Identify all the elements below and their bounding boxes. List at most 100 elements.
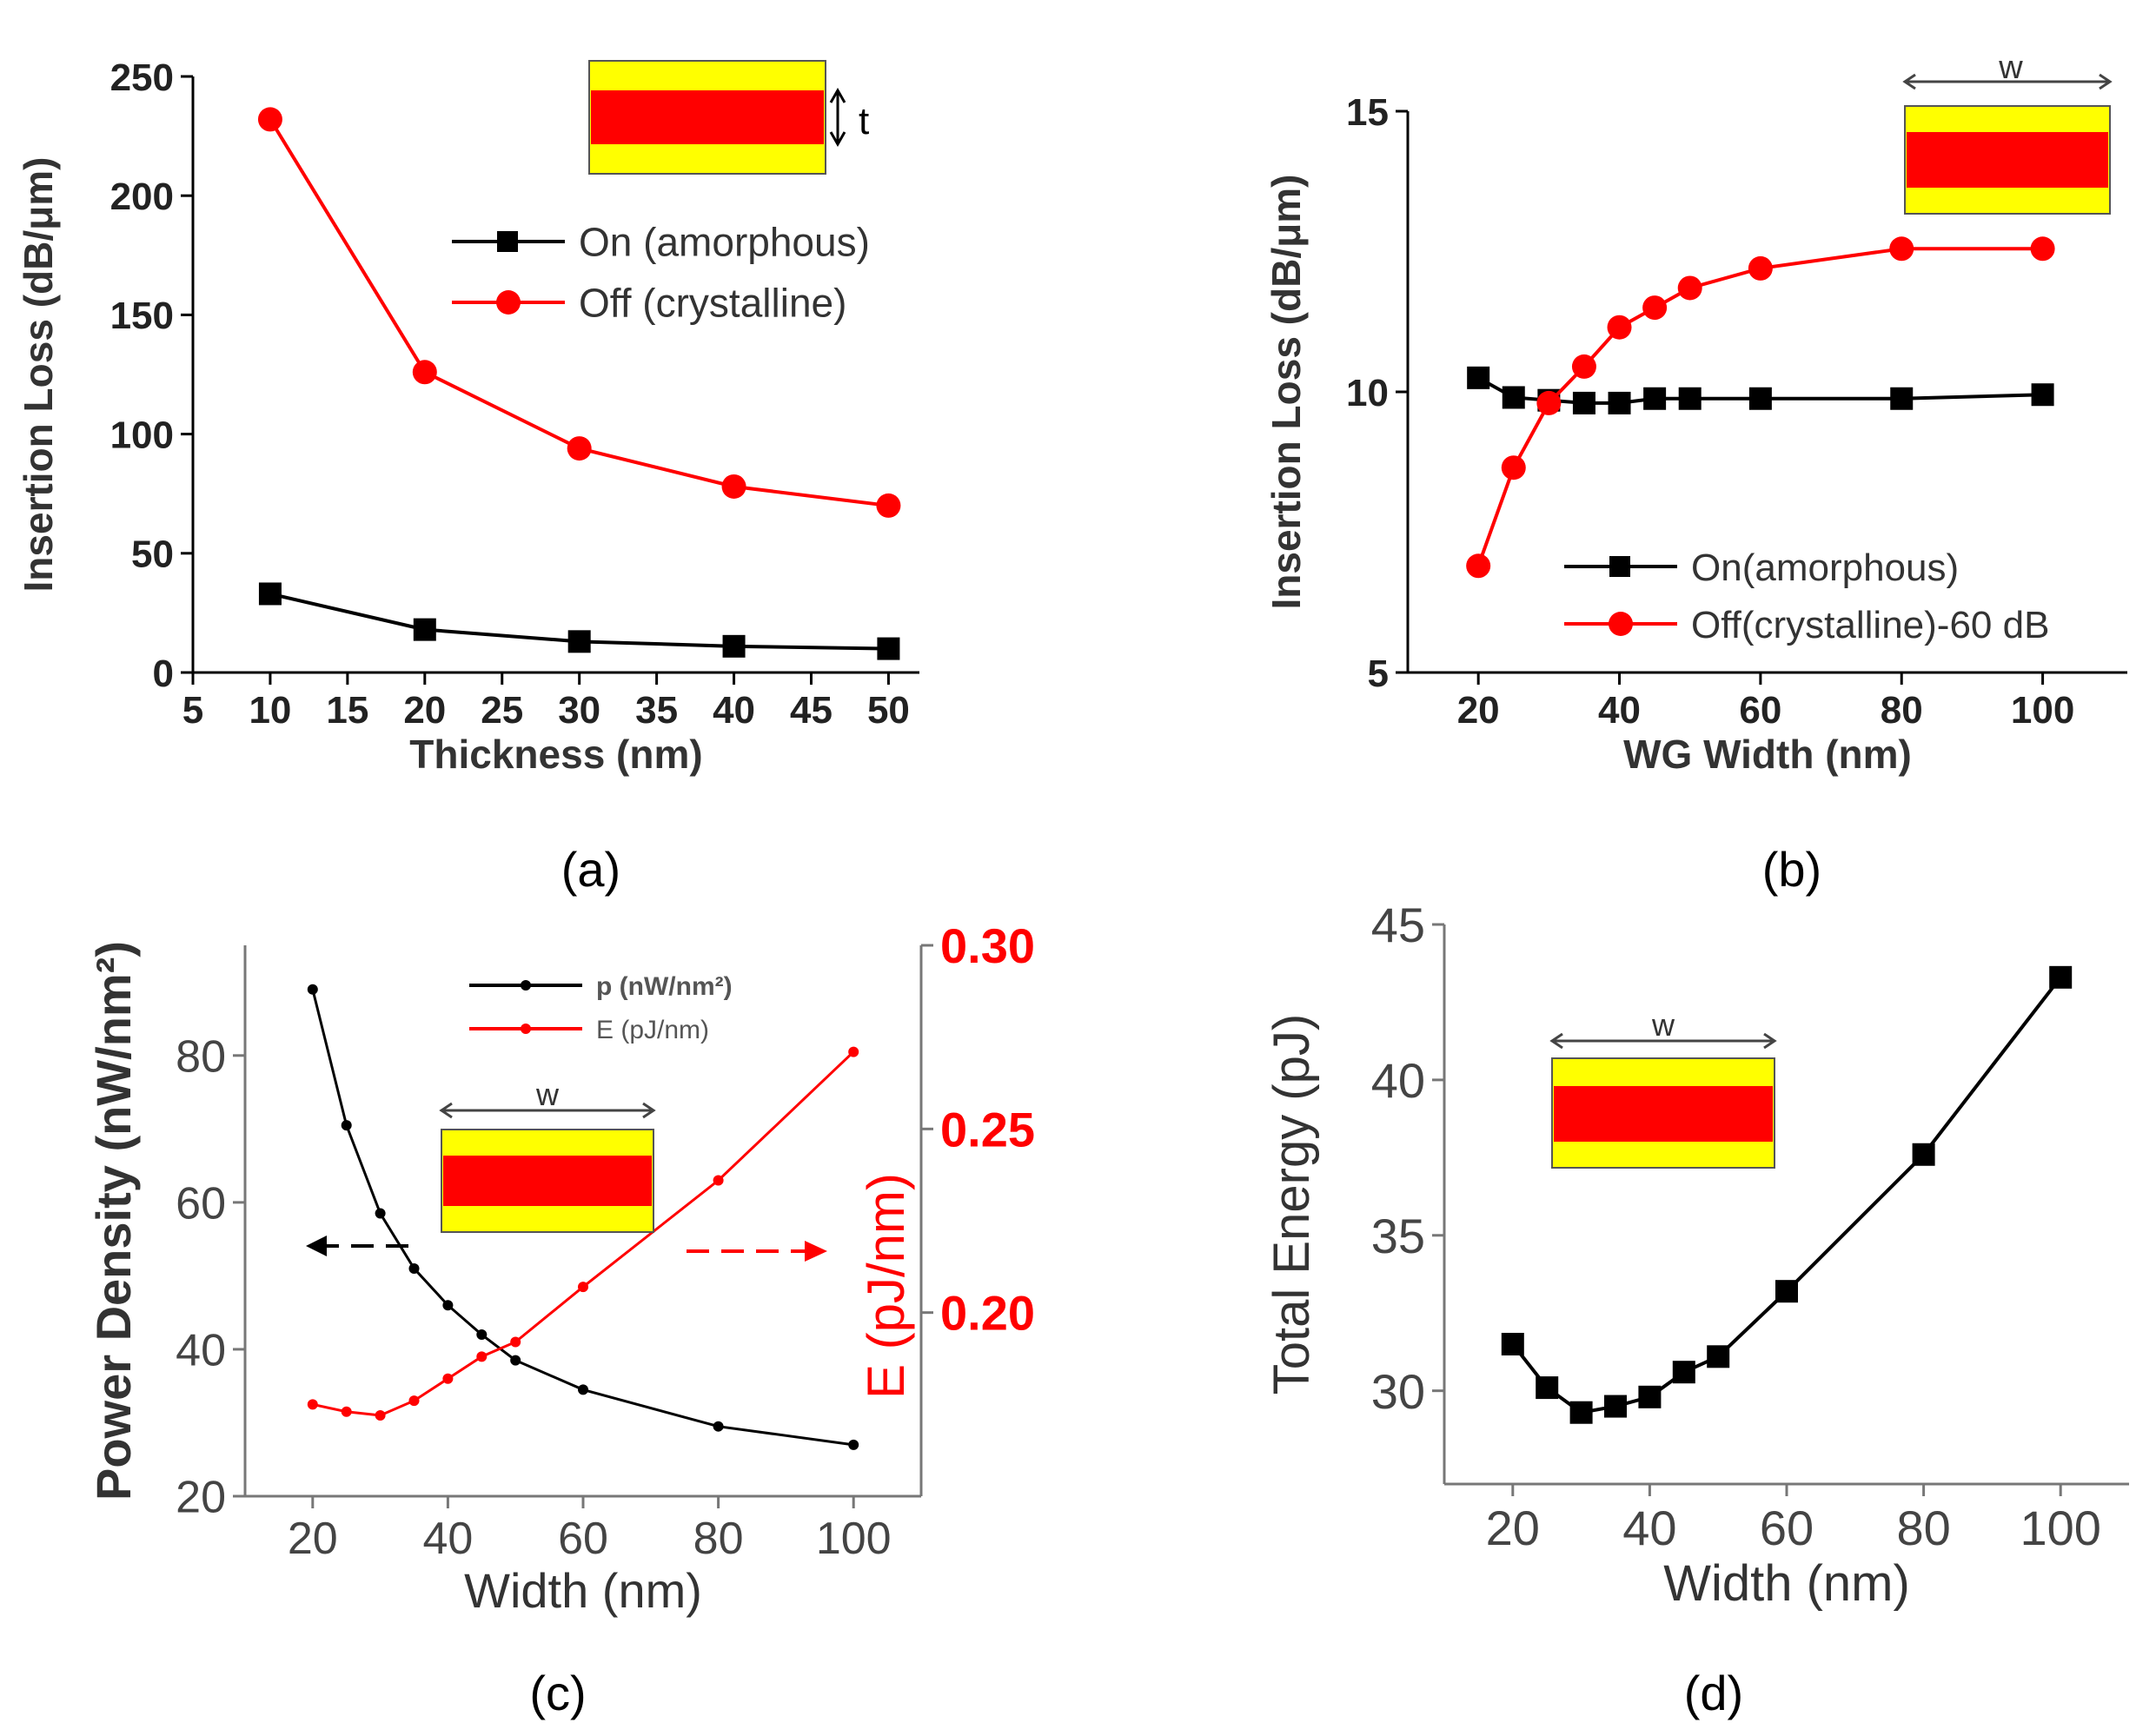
x-tick-label: 60	[1760, 1501, 1814, 1555]
y-tick-label: 0	[153, 653, 174, 695]
y-tick-label: 20	[176, 1473, 226, 1523]
y-tick-label: 35	[1371, 1209, 1425, 1263]
x-tick-label: 60	[1739, 689, 1781, 732]
x-tick-label: 80	[1896, 1501, 1950, 1555]
y-tick-label: 40	[176, 1326, 226, 1376]
series-line-1	[312, 1050, 855, 1417]
x-tick-label: 40	[1622, 1501, 1676, 1555]
y-tick-label: 100	[110, 414, 174, 456]
data-point	[876, 493, 901, 518]
panel-b-inset: w	[1902, 50, 2113, 215]
data-point	[510, 1355, 521, 1366]
data-point	[408, 1262, 420, 1274]
panel-b-y-label: Insertion Loss (dB/μm)	[1264, 175, 1309, 610]
data-point	[567, 436, 592, 461]
data-point	[258, 582, 282, 606]
legend-marker	[1609, 556, 1630, 577]
data-point	[721, 474, 746, 499]
legend-label: Off(crystalline)-60 dB	[1691, 604, 2049, 646]
x-tick-label: 30	[558, 689, 600, 732]
panel-b-legend: On(amorphous) Off(crystalline)-60 dB	[1564, 547, 2049, 646]
data-point	[1572, 391, 1595, 414]
x-tick-label: 40	[422, 1514, 473, 1564]
data-point	[1501, 1333, 1524, 1355]
series-line-0	[1477, 376, 2043, 405]
y-tick-label: 5	[1368, 653, 1389, 695]
data-point	[848, 1046, 859, 1057]
x-tick-label: 40	[713, 689, 755, 732]
x-tick-label: 100	[816, 1514, 892, 1564]
panel-c-label: (c)	[529, 1666, 586, 1720]
x-tick-label: 35	[635, 689, 678, 732]
panel-c-y-label: Power Density (nW/nm²)	[86, 941, 141, 1501]
data-point	[848, 1439, 859, 1450]
x-tick-label: 15	[326, 689, 368, 732]
data-point	[1466, 553, 1491, 579]
data-point	[567, 630, 591, 653]
series-line-0	[311, 989, 854, 1447]
x-tick-label: 45	[790, 689, 833, 732]
y-tick-label: 250	[110, 56, 174, 99]
panel-d-inset: w	[1549, 1007, 1777, 1169]
y2-tick-label: 0.30	[940, 918, 1035, 973]
data-point	[1571, 354, 1596, 379]
legend-marker	[521, 980, 531, 991]
data-point	[1604, 1395, 1627, 1418]
x-tick-label: 20	[288, 1514, 338, 1564]
data-point	[1467, 366, 1490, 389]
data-point	[578, 1282, 588, 1293]
y-tick-label: 150	[110, 295, 174, 337]
legend-marker	[1609, 612, 1633, 636]
x-tick-label: 80	[693, 1514, 744, 1564]
y2-tick-label: 0.25	[940, 1102, 1035, 1156]
data-point	[1707, 1345, 1730, 1368]
data-point	[2049, 965, 2073, 989]
panel-a-label: (a)	[561, 842, 620, 897]
data-point	[1569, 1401, 1593, 1424]
y-tick-label: 50	[131, 533, 174, 576]
series-line-0	[1511, 976, 2062, 1415]
data-point	[1608, 391, 1631, 414]
legend-marker	[497, 231, 518, 252]
panel-c-inset-label: w	[535, 1077, 560, 1112]
x-tick-label: 60	[558, 1514, 608, 1564]
panel-a: 5 10 15 20 25 30 35 40 45 50 0 50 100 150 200 250 Thickn…	[16, 56, 919, 897]
data-point	[412, 360, 437, 385]
x-tick-label: 50	[867, 689, 910, 732]
y-tick-label: 10	[1346, 372, 1389, 414]
data-point	[1677, 275, 1702, 301]
data-point	[307, 984, 318, 995]
data-point	[1889, 236, 1914, 262]
data-point	[1775, 1280, 1798, 1303]
data-point	[877, 637, 900, 660]
data-point	[713, 1421, 724, 1432]
y-tick-label: 60	[176, 1179, 226, 1229]
panel-b-inset-label: w	[1998, 50, 2023, 86]
y-tick-label: 15	[1346, 91, 1389, 134]
data-point	[408, 1395, 420, 1407]
data-point	[375, 1208, 386, 1219]
x-tick-label: 80	[1881, 689, 1923, 732]
data-point	[341, 1120, 352, 1131]
panel-d-inset-label: w	[1651, 1007, 1675, 1043]
panel-b-axes: 20 40 60 80 100 5 10 15 WG Width (nm) Insertion L…	[1264, 91, 2127, 777]
data-point	[307, 1399, 318, 1410]
panel-d-axes: 20 40 60 80 100 30 35 40 45 Width (nm) Total Energ…	[1264, 898, 2129, 1612]
panel-c-legend: p (nW/nm²) E (pJ/nm)	[469, 972, 733, 1044]
panel-c-x-label: Width (nm)	[464, 1563, 702, 1618]
data-point	[1501, 455, 1526, 480]
legend-label: On(amorphous)	[1691, 547, 1959, 589]
legend-marker	[521, 1024, 531, 1034]
panel-a-inset: t	[588, 60, 869, 175]
data-point	[413, 618, 436, 641]
data-point	[510, 1336, 521, 1348]
data-point	[476, 1351, 488, 1362]
data-point	[1502, 386, 1525, 409]
panel-c-y2-label: E (pJ/nm)	[857, 1173, 915, 1399]
data-point	[1643, 387, 1667, 410]
y2-tick-label: 0.20	[940, 1286, 1035, 1341]
series-line-1	[1476, 247, 2043, 567]
